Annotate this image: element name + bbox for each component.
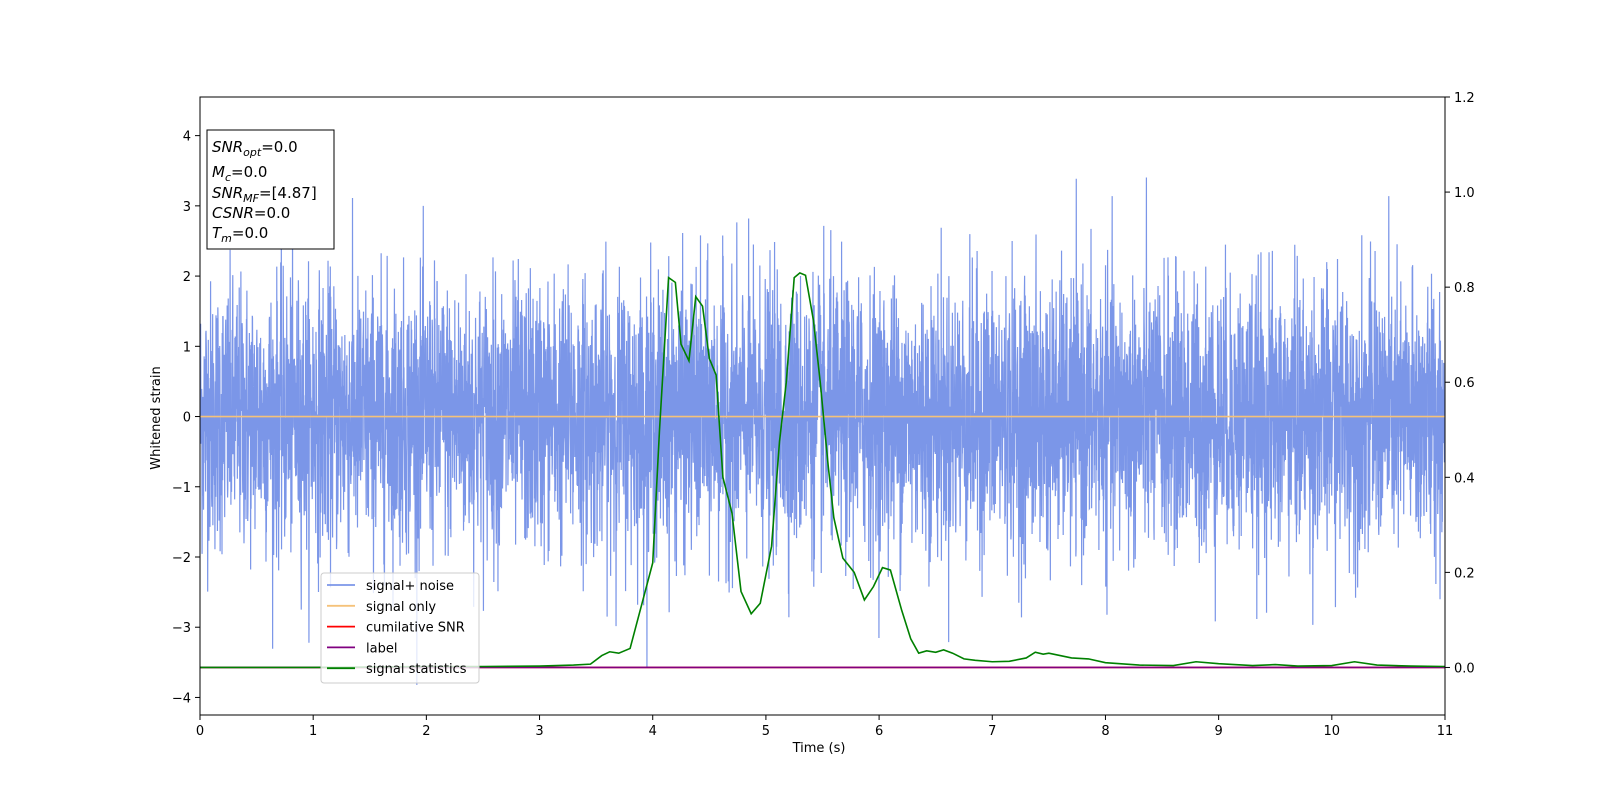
y-tick-label: 2 — [183, 270, 191, 285]
y-tick-label: 1 — [183, 340, 191, 355]
x-tick-label: 6 — [875, 724, 883, 739]
y2-tick-label: 0.0 — [1454, 661, 1475, 676]
y2-tick-label: 0.2 — [1454, 566, 1475, 581]
legend-label-signal-only: signal only — [366, 600, 436, 615]
y2-axis-ticks: 0.0 0.2 0.4 0.6 0.8 1.0 1.2 — [1445, 91, 1475, 676]
axes-border — [199, 96, 1446, 716]
y-tick-label: −2 — [172, 551, 191, 566]
legend: signal+ noise signal only cumilative SNR la… — [320, 572, 480, 684]
x-tick-label: 2 — [422, 724, 430, 739]
legend-label-signal-statistics: signal statistics — [366, 662, 467, 677]
legend-label-label: label — [366, 641, 397, 656]
axes-frame — [199, 96, 1446, 716]
y-tick-label: −1 — [172, 481, 191, 496]
x-axis-ticks: 0 1 2 3 4 5 6 7 8 9 10 11 — [196, 715, 1453, 739]
x-tick-label: 1 — [309, 724, 317, 739]
annotation-line: SNRMF=[4.87] — [212, 184, 317, 205]
x-tick-label: 10 — [1324, 724, 1341, 739]
y-tick-label: 3 — [183, 200, 191, 215]
x-axis-label: Time (s) — [792, 741, 846, 756]
y2-tick-label: 0.4 — [1454, 471, 1475, 486]
y2-tick-label: 1.2 — [1454, 91, 1475, 106]
x-tick-label: 3 — [535, 724, 543, 739]
y-tick-label: 0 — [183, 411, 191, 426]
x-tick-label: 9 — [1214, 724, 1222, 739]
annotation-line: Tm=0.0 — [212, 224, 268, 245]
annotation-line: CSNR=0.0 — [212, 204, 290, 222]
legend-label-signal-noise: signal+ noise — [366, 579, 454, 594]
x-tick-label: 5 — [762, 724, 770, 739]
y-tick-label: −4 — [172, 691, 191, 706]
x-tick-label: 7 — [988, 724, 996, 739]
x-tick-label: 0 — [196, 724, 204, 739]
series-signal-noise-line — [200, 177, 1445, 685]
y2-tick-label: 0.6 — [1454, 376, 1475, 391]
annotation-frame — [206, 129, 335, 250]
y2-tick-label: 0.8 — [1454, 281, 1475, 296]
x-tick-label: 11 — [1437, 724, 1454, 739]
y-tick-label: 4 — [183, 130, 191, 145]
x-tick-label: 4 — [649, 724, 657, 739]
y-tick-label: −3 — [172, 621, 191, 636]
y-axis-ticks: −4 −3 −2 −1 0 1 2 3 4 — [172, 130, 200, 706]
annotation-line: Mc=0.0 — [212, 163, 267, 184]
y2-tick-label: 1.0 — [1454, 186, 1475, 201]
x-tick-label: 8 — [1101, 724, 1109, 739]
legend-label-cumilative-snr: cumilative SNR — [366, 621, 465, 636]
annotation-line: SNRopt=0.0 — [212, 138, 298, 159]
legend-frame — [320, 572, 480, 684]
series-signal-statistics-line — [200, 271, 1445, 669]
y-axis-label: Whitened strain — [149, 366, 164, 469]
